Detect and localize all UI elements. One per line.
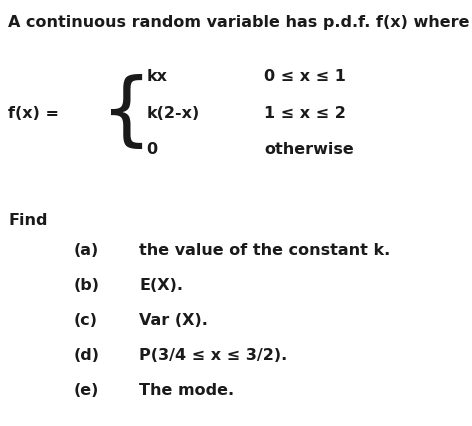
Text: kx: kx [146, 69, 167, 84]
Text: {: { [101, 74, 153, 152]
Text: 1 ≤ x ≤ 2: 1 ≤ x ≤ 2 [264, 105, 346, 121]
Text: E(X).: E(X). [139, 278, 183, 293]
Text: P(3/4 ≤ x ≤ 3/2).: P(3/4 ≤ x ≤ 3/2). [139, 348, 287, 363]
Text: Find: Find [8, 213, 48, 228]
Text: (b): (b) [73, 278, 99, 293]
Text: (e): (e) [73, 383, 99, 397]
Text: the value of the constant k.: the value of the constant k. [139, 243, 390, 258]
Text: (a): (a) [73, 243, 98, 258]
Text: k(2-x): k(2-x) [146, 105, 200, 121]
Text: Var (X).: Var (X). [139, 313, 208, 328]
Text: 0 ≤ x ≤ 1: 0 ≤ x ≤ 1 [264, 69, 346, 84]
Text: (c): (c) [73, 313, 97, 328]
Text: f(x) =: f(x) = [8, 105, 59, 121]
Text: otherwise: otherwise [264, 141, 354, 157]
Text: A continuous random variable has p.d.f. f(x) where: A continuous random variable has p.d.f. … [8, 15, 470, 30]
Text: 0: 0 [146, 141, 158, 157]
Text: (d): (d) [73, 348, 99, 363]
Text: The mode.: The mode. [139, 383, 235, 397]
